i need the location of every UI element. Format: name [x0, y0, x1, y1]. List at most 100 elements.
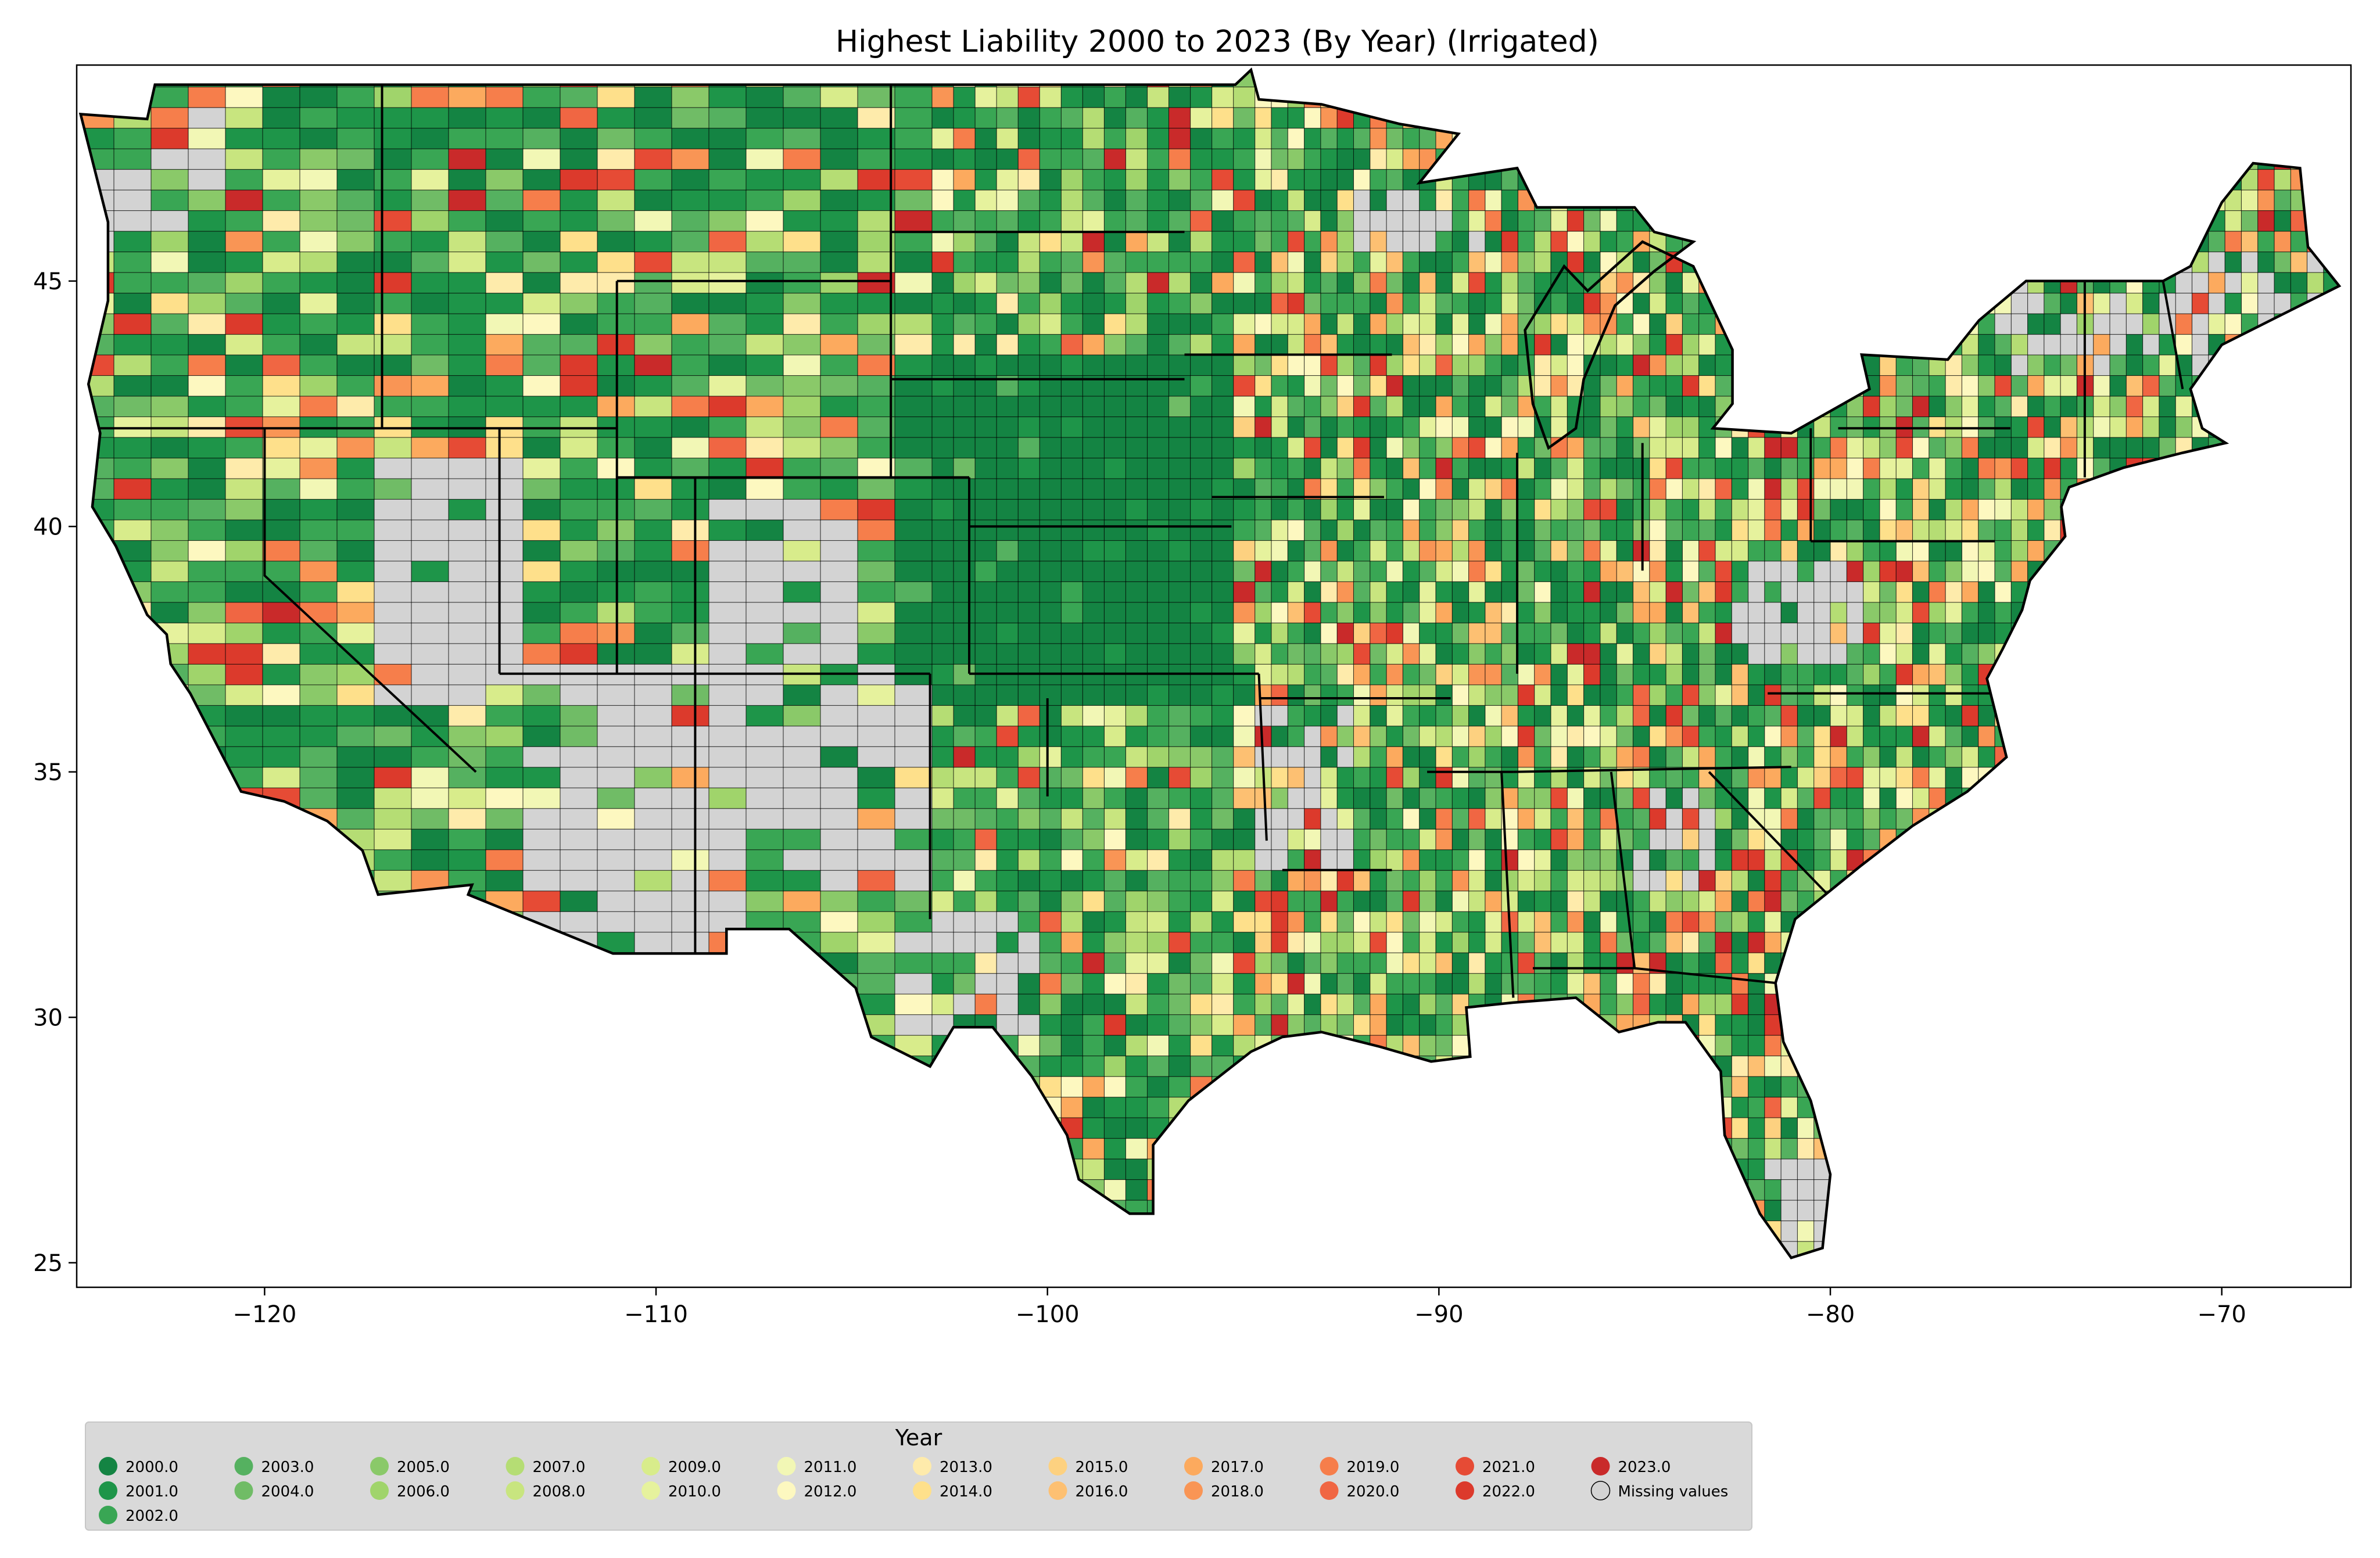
county-cell — [1632, 313, 1650, 335]
county-cell — [1600, 849, 1618, 871]
county-cell — [1945, 436, 1963, 459]
county-cell — [745, 705, 784, 727]
county-cell — [820, 375, 859, 397]
county-cell — [2060, 354, 2078, 376]
county-cell — [974, 890, 998, 912]
county-cell — [1698, 498, 1716, 520]
county-cell — [1451, 890, 1469, 912]
county-cell — [1254, 540, 1273, 562]
county-cell — [857, 313, 896, 335]
county-cell — [299, 560, 338, 582]
county-cell — [1731, 725, 1749, 747]
county-cell — [1353, 828, 1371, 850]
county-cell — [1060, 746, 1084, 768]
county-cell — [1616, 952, 1634, 974]
county-cell — [1978, 416, 1996, 438]
county-cell — [597, 705, 636, 727]
county-cell — [1353, 911, 1371, 933]
county-cell — [1534, 931, 1552, 953]
county-cell — [745, 684, 784, 706]
county-cell — [1017, 684, 1041, 706]
county-cell — [1386, 622, 1404, 644]
county-cell — [1353, 787, 1371, 809]
county-cell — [113, 354, 152, 376]
county-cell — [1912, 642, 1930, 665]
county-cell — [336, 333, 375, 356]
county-cell — [1517, 478, 1535, 500]
county-cell — [225, 354, 264, 376]
county-cell — [1534, 478, 1552, 500]
county-cell — [1550, 746, 1568, 768]
county-cell — [1632, 684, 1650, 706]
county-cell — [1125, 540, 1148, 562]
county-cell — [1764, 890, 1782, 912]
county-cell — [448, 807, 487, 830]
county-cell — [448, 498, 487, 520]
county-cell — [1039, 725, 1062, 747]
county-cell — [2142, 436, 2160, 459]
county-cell — [1271, 787, 1289, 809]
county-cell — [1336, 807, 1354, 830]
county-cell — [1370, 849, 1388, 871]
county-cell — [1386, 849, 1404, 871]
county-cell — [374, 416, 413, 438]
county-cell — [1929, 478, 1947, 500]
county-cell — [1419, 931, 1437, 953]
county-cell — [1485, 890, 1503, 912]
county-cell — [783, 828, 822, 850]
county-cell — [1945, 642, 1963, 665]
county-cell — [1146, 622, 1170, 644]
county-cell — [1994, 333, 2012, 356]
county-cell — [374, 870, 413, 892]
county-cell — [1780, 787, 1798, 809]
county-cell — [1254, 684, 1273, 706]
county-cell — [820, 725, 859, 747]
county-cell — [1435, 663, 1453, 685]
county-cell — [1211, 457, 1234, 479]
county-cell — [1846, 540, 1864, 562]
county-cell — [1780, 705, 1798, 727]
county-cell — [1879, 498, 1897, 520]
county-cell — [1748, 1096, 1765, 1118]
county-cell — [1190, 395, 1213, 418]
county-cell — [634, 436, 673, 459]
county-cell — [671, 457, 710, 479]
county-cell — [1501, 395, 1519, 418]
county-cell — [1616, 684, 1634, 706]
county-cell — [1468, 601, 1486, 623]
county-cell — [448, 725, 487, 747]
county-cell — [1485, 436, 1503, 459]
county-cell — [931, 601, 955, 623]
county-cell — [996, 746, 1019, 768]
county-cell — [634, 746, 673, 768]
county-cell — [1039, 931, 1062, 953]
county-cell — [1103, 622, 1127, 644]
county-cell — [1419, 705, 1437, 727]
county-cell — [1731, 1035, 1749, 1057]
county-cell — [996, 436, 1019, 459]
county-cell — [634, 498, 673, 520]
county-cell — [996, 828, 1019, 850]
county-cell — [262, 395, 301, 418]
county-cell — [894, 725, 933, 747]
county-cell — [1616, 663, 1634, 685]
county-cell — [857, 457, 896, 479]
county-cell — [1190, 766, 1213, 788]
county-cell — [1550, 911, 1568, 933]
county-cell — [1168, 1014, 1191, 1036]
county-cell — [1353, 972, 1371, 995]
county-cell — [1895, 581, 1913, 603]
county-cell — [1929, 560, 1947, 582]
county-cell — [1485, 540, 1503, 562]
county-cell — [448, 354, 487, 376]
county-cell — [1435, 1014, 1453, 1036]
county-cell — [1945, 540, 1963, 562]
county-cell — [1287, 519, 1305, 541]
county-cell — [1682, 663, 1700, 685]
county-cell — [1370, 870, 1388, 892]
county-cell — [1698, 622, 1716, 644]
county-cell — [1451, 870, 1469, 892]
county-cell — [2109, 436, 2127, 459]
county-cell — [953, 725, 976, 747]
county-cell — [1501, 540, 1519, 562]
